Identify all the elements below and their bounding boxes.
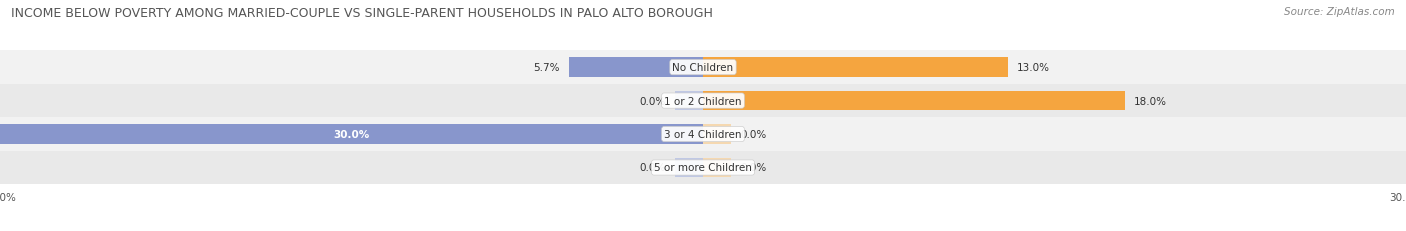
Bar xyxy=(703,125,731,144)
Bar xyxy=(0,125,703,144)
Text: INCOME BELOW POVERTY AMONG MARRIED-COUPLE VS SINGLE-PARENT HOUSEHOLDS IN PALO AL: INCOME BELOW POVERTY AMONG MARRIED-COUPL… xyxy=(11,7,713,20)
Text: 3 or 4 Children: 3 or 4 Children xyxy=(664,130,742,140)
Text: No Children: No Children xyxy=(672,63,734,73)
Text: 0.0%: 0.0% xyxy=(640,96,665,106)
Bar xyxy=(0,85,1406,118)
Text: 1 or 2 Children: 1 or 2 Children xyxy=(664,96,742,106)
Text: 30.0%: 30.0% xyxy=(333,130,370,140)
Text: 5 or more Children: 5 or more Children xyxy=(654,163,752,173)
Text: 0.0%: 0.0% xyxy=(741,163,766,173)
Text: 5.7%: 5.7% xyxy=(533,63,560,73)
Bar xyxy=(0,51,1406,85)
Bar xyxy=(0,151,1406,184)
Text: 18.0%: 18.0% xyxy=(1135,96,1167,106)
Text: Source: ZipAtlas.com: Source: ZipAtlas.com xyxy=(1284,7,1395,17)
Bar xyxy=(703,58,1008,78)
Bar xyxy=(569,58,703,78)
Bar xyxy=(675,91,703,111)
Bar xyxy=(703,158,731,177)
Text: 13.0%: 13.0% xyxy=(1017,63,1050,73)
Bar xyxy=(0,118,1406,151)
Bar xyxy=(703,91,1125,111)
Text: 0.0%: 0.0% xyxy=(640,163,665,173)
Text: 0.0%: 0.0% xyxy=(741,130,766,140)
Bar xyxy=(675,158,703,177)
